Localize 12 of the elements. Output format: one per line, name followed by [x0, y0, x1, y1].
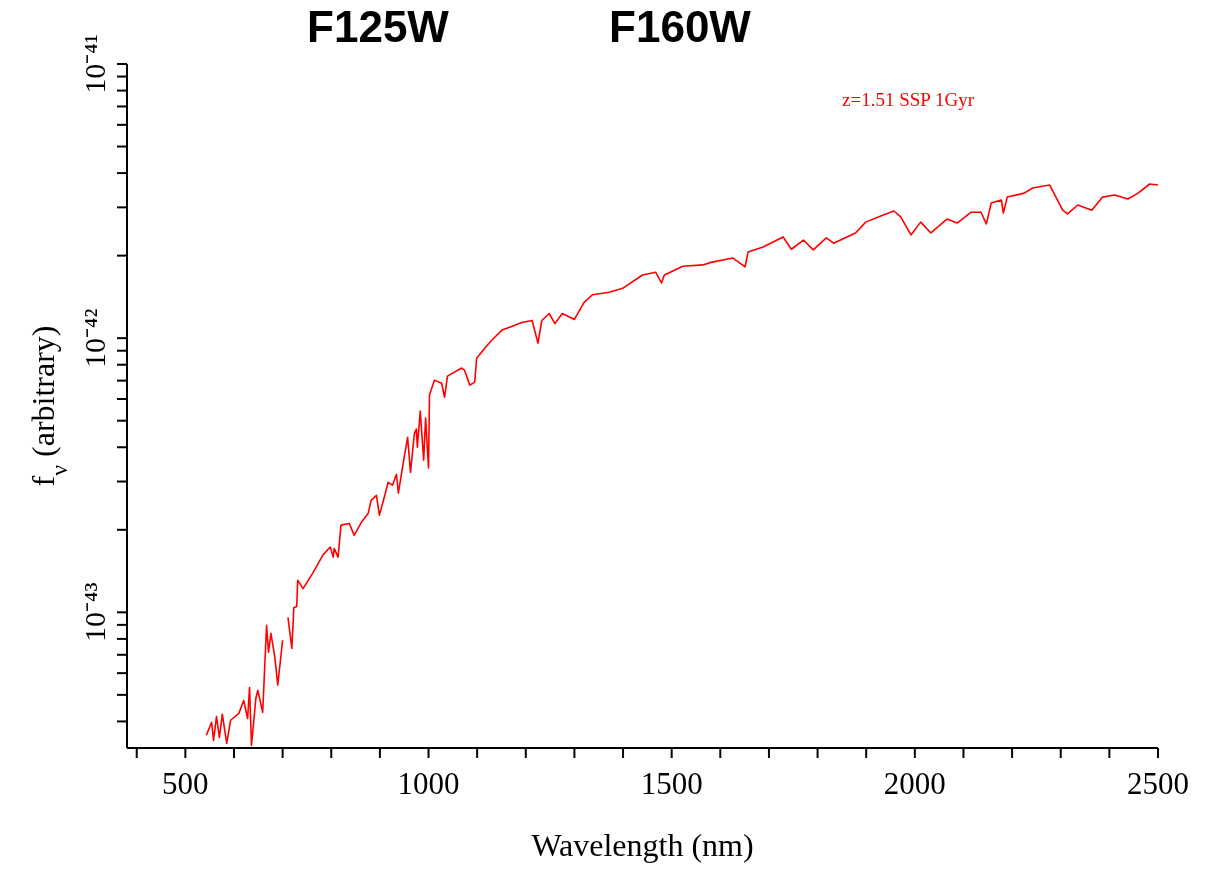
text: F160W: [609, 2, 752, 51]
annotation: z=1.51 SSP 1Gyr: [842, 89, 975, 110]
y-tick-label: 10⁻⁴³: [78, 582, 111, 643]
x-tick-label: 1000: [397, 766, 460, 801]
x-tick-label: 2500: [1127, 766, 1189, 801]
x-tick-label: 2000: [883, 766, 946, 801]
x-tick-label: 500: [162, 766, 209, 801]
y-tick-label: 10⁻⁴¹: [78, 34, 111, 94]
x-tick-label: 1500: [640, 766, 703, 801]
x-axis-title: Wavelength (nm): [531, 827, 754, 863]
text: F125W: [307, 2, 450, 51]
y-tick-label: 10⁻⁴²: [78, 308, 111, 368]
